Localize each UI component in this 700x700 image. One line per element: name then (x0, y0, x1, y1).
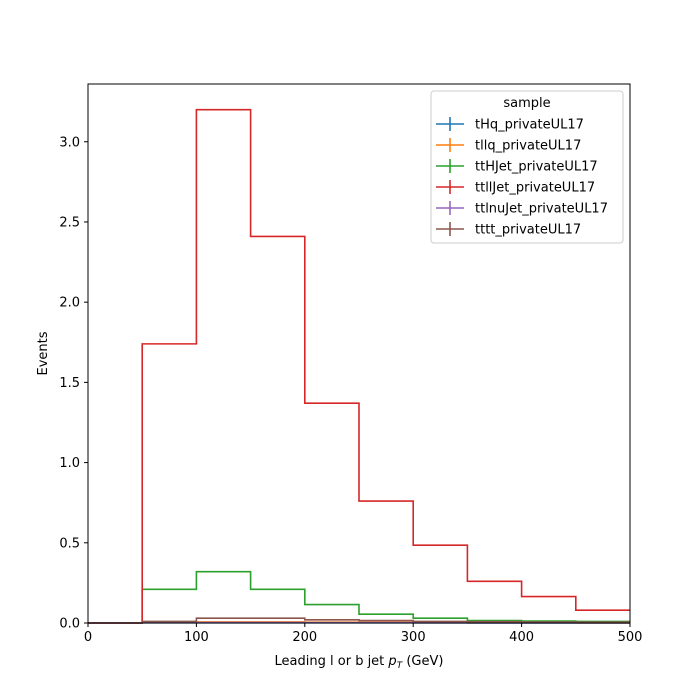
y-tick-label: 0.0 (59, 617, 80, 632)
legend-label: tllq_privateUL17 (475, 139, 581, 154)
x-axis-ticks: 0 100 200 300 400 500 (84, 623, 643, 645)
legend-entry: tHq_privateUL17 (436, 117, 584, 133)
legend-label: ttHJet_privateUL17 (475, 160, 598, 175)
legend-label: ttllJet_privateUL17 (475, 181, 595, 196)
legend-entry: ttHJet_privateUL17 (436, 159, 598, 175)
y-tick-label: 1.5 (59, 376, 80, 391)
x-axis-label: Leading l or b jet pT (GeV) (275, 654, 444, 671)
legend-box (430, 90, 624, 244)
legend-label: tHq_privateUL17 (475, 118, 584, 133)
series-line-ttlljet-privateul17 (88, 108, 630, 624)
legend-title: sample (503, 96, 550, 111)
series-line-tthjet-privateul17 (88, 570, 630, 624)
legend-label: ttlnuJet_privateUL17 (475, 202, 608, 217)
legend: sample tHq_privateUL17 tllq_privateUL17tt… (430, 90, 624, 244)
x-tick-label: 500 (618, 630, 643, 645)
x-tick-label: 0 (84, 630, 92, 645)
x-tick-label: 200 (292, 630, 317, 645)
y-tick-label: 2.0 (59, 296, 80, 311)
legend-entry: ttllJet_privateUL17 (436, 180, 595, 196)
y-axis-label: Events (36, 331, 51, 375)
y-axis-ticks: 0.0 0.5 1.0 1.5 2.0 2.5 3.0 (59, 135, 88, 632)
legend-entry: tttt_privateUL17 (436, 222, 581, 238)
axes-frame (87, 83, 631, 624)
y-tick-label: 2.5 (59, 215, 80, 230)
series-line-tttt-privateul17 (88, 617, 630, 624)
legend-label: tttt_privateUL17 (475, 223, 581, 238)
legend-entry: ttlnuJet_privateUL17 (436, 201, 608, 217)
x-tick-label: 300 (401, 630, 426, 645)
x-tick-label: 100 (184, 630, 209, 645)
x-tick-label: 400 (509, 630, 534, 645)
y-tick-label: 3.0 (59, 135, 80, 150)
y-tick-label: 1.0 (59, 456, 80, 471)
legend-entry: tllq_privateUL17 (436, 138, 581, 154)
y-tick-label: 0.5 (59, 536, 80, 551)
